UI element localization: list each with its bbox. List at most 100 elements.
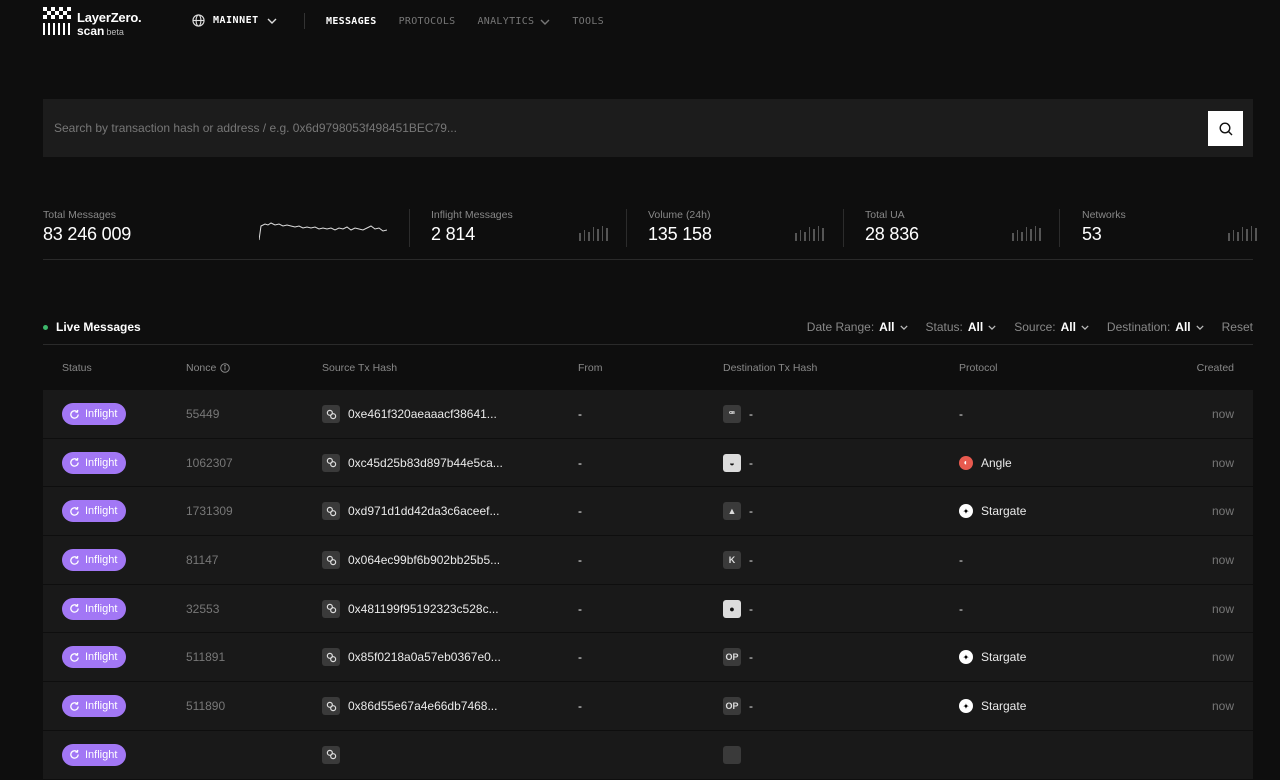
protocol-link[interactable]: - [959,407,963,421]
destination-chain-icon: ◒ [723,453,741,472]
source-tx-link[interactable]: 0xe461f320aeaaacf38641... [322,405,497,423]
status-cell: Inflight [62,682,127,730]
column-dest-tx: Destination Tx Hash [723,362,818,374]
source-tx-link[interactable]: 0x481199f95192323c528c... [322,599,499,618]
table-row[interactable]: Inflight 32553 0x481199f95192323c528c... - ●… [43,584,1253,634]
column-from: From [578,362,603,374]
nav-protocols[interactable]: PROTOCOLS [398,16,456,27]
protocol-name: Stargate [981,699,1027,714]
status-label: Inflight [85,602,118,615]
mini-bar-chart-icon [795,225,824,241]
filter-date-range[interactable]: Date Range: All [807,320,908,334]
filter-destination[interactable]: Destination: All [1107,320,1204,334]
table-row[interactable]: Inflight 55449 0xe461f320aeaaacf38641... - ꟹ… [43,390,1253,439]
protocol-link[interactable]: - [959,553,963,567]
created-cell: now [1211,407,1234,421]
source-tx-link[interactable]: 0x85f0218a0a57eb0367e0... [322,648,501,667]
protocol-link[interactable]: - [959,602,963,616]
status-cell: Inflight [62,390,127,438]
stargate-logo-icon: ✦ [959,650,973,665]
source-tx-link[interactable]: 0x064ec99bf6b902bb25b5... [322,551,500,570]
table-row[interactable]: Inflight 81147 0x064ec99bf6b902bb25b5... - K… [43,536,1253,585]
chain-link-icon [322,648,340,667]
table-row[interactable]: Inflight 511891 0x85f0218a0a57eb0367e0... -… [43,633,1253,683]
nav-messages[interactable]: MESSAGES [326,16,377,27]
network-selector[interactable]: MAINNET [192,14,277,27]
destination-chain-icon [723,745,741,764]
filter-source[interactable]: Source: All [1014,320,1089,334]
chevron-down-icon [988,324,996,330]
table-row[interactable]: Inflight 1062307 0xc45d25b83d897b44e5ca...… [43,438,1253,488]
filter-status[interactable]: Status: All [926,320,997,334]
protocol-link[interactable]: ✦ Stargate [959,504,1027,519]
source-tx-cell: 0xd971d1dd42da3c6aceef... [322,487,499,535]
dest-tx-link[interactable]: OP - [723,697,753,716]
protocol-cell: ✦ Stargate [959,487,1026,535]
status-badge[interactable]: Inflight [62,743,127,766]
dest-tx-link[interactable]: K- [723,551,753,570]
protocol-cell: ✦ Stargate [959,682,1026,730]
nav-analytics[interactable]: ANALYTICS [477,16,550,27]
source-tx-link[interactable] [322,745,348,764]
refresh-icon [70,701,79,711]
stat-divider [626,209,627,247]
logo[interactable]: LayerZero. scan beta [43,7,153,39]
status-badge[interactable]: Inflight [62,695,127,718]
source-tx-link[interactable]: 0xd971d1dd42da3c6aceef... [322,502,499,521]
network-label: MAINNET [213,15,259,26]
chevron-down-icon [1081,324,1089,330]
table-row[interactable]: Inflight [43,730,1253,780]
status-badge[interactable]: Inflight [62,646,127,669]
chevron-down-icon [1196,324,1204,330]
status-cell: Inflight [62,585,127,633]
table-row[interactable]: Inflight 511890 0x86d55e67a4e66db7468... - O… [43,682,1253,731]
protocol-link[interactable]: ✦ Stargate [959,699,1027,714]
table-row[interactable]: Inflight 1731309 0xd971d1dd42da3c6aceef...… [43,487,1253,537]
destination-chain-icon: OP [723,648,741,667]
protocol-link[interactable]: ◐ Angle [959,455,1012,470]
dest-tx-hash: - [749,601,753,616]
dest-tx-cell: K- [723,536,753,584]
dest-tx-link[interactable]: ● - [723,599,753,618]
search-button[interactable] [1208,111,1243,146]
nonce-cell: 511891 [186,650,226,665]
filter-value: All [967,320,984,334]
logo-text: LayerZero. [77,10,142,25]
from-cell: - [578,504,582,519]
dest-tx-link[interactable]: ◒ - [723,453,753,472]
column-nonce: Nonce [186,362,231,374]
status-badge[interactable]: Inflight [62,549,127,572]
status-badge[interactable]: Inflight [62,403,127,425]
status-badge[interactable]: Inflight [62,500,127,523]
protocol-link[interactable]: ✦ Stargate [959,650,1026,665]
stat-value: 2 814 [431,224,476,244]
nav-tools[interactable]: TOOLS [572,16,604,27]
from-cell: - [578,601,582,616]
dest-tx-link[interactable] [723,745,749,764]
dest-tx-link[interactable]: ꟹ- [723,405,753,423]
stat-divider [1059,209,1060,247]
chain-link-icon [322,405,340,423]
search-input[interactable] [43,99,1193,157]
dest-tx-link[interactable]: OP - [723,648,753,667]
table-header: Status Nonce Source Tx Hash From Destina… [43,345,1253,390]
source-tx-link[interactable]: 0x86d55e67a4e66db7468... [322,697,497,716]
dest-tx-cell [723,731,749,779]
protocol-name: Stargate [981,504,1027,519]
dest-tx-link[interactable]: ▲ - [723,502,753,521]
status-badge[interactable]: Inflight [62,597,127,620]
destination-chain-icon: ● [723,599,741,618]
chain-link-icon [322,599,340,618]
status-cell: Inflight [62,633,127,681]
chain-link-icon [322,453,340,472]
status-cell: Inflight [62,439,127,487]
source-tx-cell: 0xc45d25b83d897b44e5ca... [322,439,503,487]
status-badge[interactable]: Inflight [62,451,127,474]
status-label: Inflight [85,651,118,664]
reset-button[interactable]: Reset [1221,320,1253,334]
source-tx-link[interactable]: 0xc45d25b83d897b44e5ca... [322,453,503,472]
info-icon[interactable] [220,363,231,373]
chain-link-icon [322,502,340,521]
stat-inflight-messages: Inflight Messages 2 814 [431,206,513,250]
angle-logo-icon: ◐ [959,455,973,470]
